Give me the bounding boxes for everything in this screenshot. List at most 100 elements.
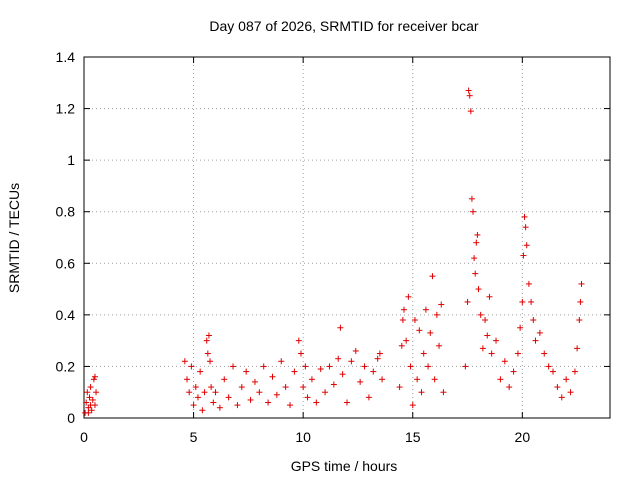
data-point: [370, 368, 377, 375]
data-point: [473, 239, 480, 246]
data-point: [93, 389, 100, 396]
data-point: [418, 389, 425, 396]
data-point: [427, 329, 434, 336]
data-point: [230, 363, 237, 370]
data-point: [322, 389, 329, 396]
data-point: [471, 255, 478, 262]
data-point: [90, 376, 97, 383]
data-point: [436, 342, 443, 349]
data-point: [204, 350, 211, 357]
data-point: [416, 327, 423, 334]
data-point: [484, 332, 491, 339]
grid: [84, 57, 610, 418]
data-point: [88, 407, 95, 414]
data-point: [302, 363, 309, 370]
data-point: [506, 384, 513, 391]
data-point: [467, 108, 474, 115]
data-point: [474, 231, 481, 238]
data-point: [466, 92, 473, 99]
data-point: [260, 363, 267, 370]
data-point: [210, 399, 217, 406]
data-point: [472, 270, 479, 277]
data-point: [194, 394, 201, 401]
data-point: [181, 358, 188, 365]
data-point: [405, 293, 412, 300]
y-tick-label: 0.4: [56, 307, 76, 323]
data-point: [522, 224, 529, 231]
data-points: [82, 87, 585, 416]
data-point: [361, 363, 368, 370]
data-point: [558, 394, 565, 401]
data-point: [91, 373, 98, 380]
data-point: [433, 311, 440, 318]
data-point: [207, 358, 214, 365]
data-point: [282, 384, 289, 391]
data-point: [521, 213, 528, 220]
data-point: [335, 355, 342, 362]
y-tick-label: 0.6: [56, 255, 76, 271]
data-point: [344, 399, 350, 406]
data-point: [251, 378, 258, 385]
data-point: [398, 342, 405, 349]
data-point: [265, 399, 272, 406]
x-tick-label: 10: [295, 429, 311, 445]
data-point: [247, 396, 254, 403]
data-point: [291, 368, 298, 375]
data-point: [465, 87, 472, 94]
data-point: [221, 376, 228, 383]
data-point: [295, 337, 302, 344]
x-tick-label: 5: [190, 429, 198, 445]
data-point: [554, 384, 561, 391]
data-point: [352, 347, 359, 354]
data-point: [308, 376, 315, 383]
data-point: [479, 345, 486, 352]
data-point: [403, 337, 410, 344]
data-point: [201, 389, 208, 396]
data-point: [339, 371, 346, 378]
data-point: [216, 404, 223, 411]
data-point: [545, 363, 552, 370]
data-point: [532, 337, 539, 344]
data-point: [186, 389, 193, 396]
data-point: [501, 358, 508, 365]
data-point: [297, 350, 304, 357]
x-axis-label: GPS time / hours: [291, 458, 398, 474]
y-tick-label: 0.2: [56, 358, 76, 374]
data-point: [525, 280, 532, 287]
data-point: [464, 298, 471, 305]
data-point: [203, 337, 210, 344]
data-point: [86, 394, 93, 401]
data-point: [429, 273, 436, 280]
data-point: [87, 384, 94, 391]
data-point: [468, 195, 475, 202]
data-point: [273, 391, 280, 398]
x-tick-label: 20: [515, 429, 531, 445]
data-point: [574, 345, 581, 352]
data-point: [278, 358, 285, 365]
data-point: [493, 337, 500, 344]
data-point: [536, 329, 543, 336]
data-point: [89, 396, 96, 403]
data-point: [234, 402, 241, 409]
data-point: [440, 389, 447, 396]
data-point: [482, 317, 489, 324]
data-point: [577, 298, 584, 305]
data-point: [304, 394, 311, 401]
plot-frame: [83, 56, 611, 419]
x-tick-label: 0: [80, 429, 88, 445]
data-point: [197, 368, 204, 375]
data-point: [256, 389, 263, 396]
data-point: [470, 208, 477, 215]
data-point: [462, 363, 469, 370]
data-point: [243, 368, 250, 375]
data-point: [425, 363, 432, 370]
data-point: [578, 280, 585, 287]
data-point: [190, 402, 197, 409]
data-point: [497, 376, 504, 383]
data-point: [438, 301, 445, 308]
data-point: [83, 399, 90, 406]
data-point: [514, 350, 521, 357]
data-point: [188, 363, 195, 370]
data-point: [563, 376, 570, 383]
data-point: [348, 358, 355, 365]
